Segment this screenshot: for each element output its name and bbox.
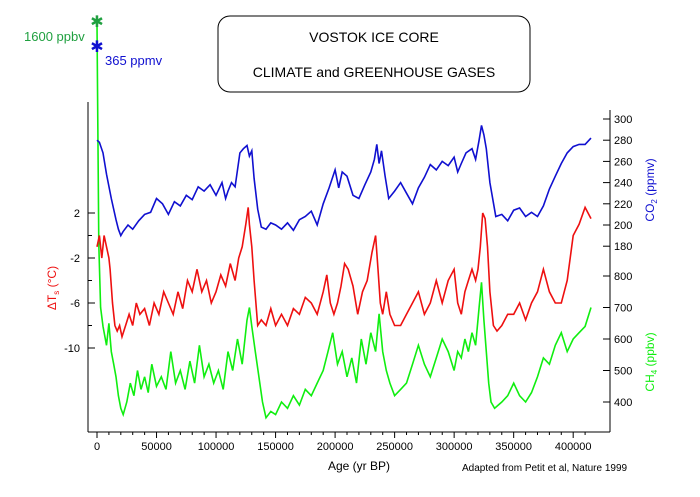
star-icon: ✱ [90,14,103,31]
ch4-tick-label: 400 [614,397,632,409]
ch4-tick-label: 500 [614,366,632,378]
chart-title: VOSTOK ICE CORE [309,29,439,45]
x-tick-label: 300000 [436,441,473,453]
ch4-axis-title: CH4 (ppbv) [643,332,659,391]
co2-axis-title: CO2 (ppmv) [643,158,659,221]
chart-subtitle: CLIMATE and GREENHOUSE GASES [253,64,495,80]
temperature-series-line [96,205,592,340]
x-tick-label: 50000 [141,441,172,453]
co2-modern-label: 365 ppmv [105,53,163,68]
x-tick-label: 100000 [198,441,235,453]
asterisk-icon: ✱ [90,39,103,56]
title-box [217,15,531,93]
temperature-axis-title: ΔTs (°C) [45,266,61,310]
co2-modern-marker: ✱ [90,39,103,56]
co2-tick-label: 220 [614,199,632,211]
temperature-tick-label: -2 [70,253,80,265]
x-tick-label: 200000 [317,441,354,453]
ch4-tick-label: 600 [614,334,632,346]
temperature-tick-label: -10 [64,343,80,355]
co2-tick-label: 280 [614,135,632,147]
x-axis-title: Age (yr BP) [328,459,390,473]
co2-tick-label: 180 [614,241,632,253]
co2-tick-label: 300 [614,114,632,126]
temperature-tick-label: 2 [74,208,80,220]
ch4-modern-marker: ✱ [90,14,103,31]
ch4-tick-label: 800 [614,271,632,283]
ch4-series-line [96,23,592,420]
ch4-axis-ticks: 800 700 600 500 400 [603,271,632,409]
x-tick-label: 150000 [257,441,294,453]
temperature-tick-label: -6 [70,298,80,310]
x-tick-label: 350000 [495,441,532,453]
ch4-modern-label: 1600 ppbv [24,29,85,44]
x-axis-ticks: 0 50000 100000 150000 200000 250000 300000 3500… [94,432,592,453]
source-credit: Adapted from Petit et al, Nature 1999 [462,463,628,474]
x-tick-label: 400000 [555,441,592,453]
x-tick-label: 250000 [376,441,413,453]
co2-tick-label: 200 [614,220,632,232]
co2-series-line [96,125,592,238]
co2-tick-label: 240 [614,178,632,190]
x-tick-label: 0 [94,441,100,453]
co2-tick-label: 260 [614,156,632,168]
temperature-axis-ticks: 2 -2 -6 -10 [64,208,95,355]
co2-axis-ticks: 300 280 260 240 220 200 180 [603,114,632,253]
ch4-tick-label: 700 [614,303,632,315]
